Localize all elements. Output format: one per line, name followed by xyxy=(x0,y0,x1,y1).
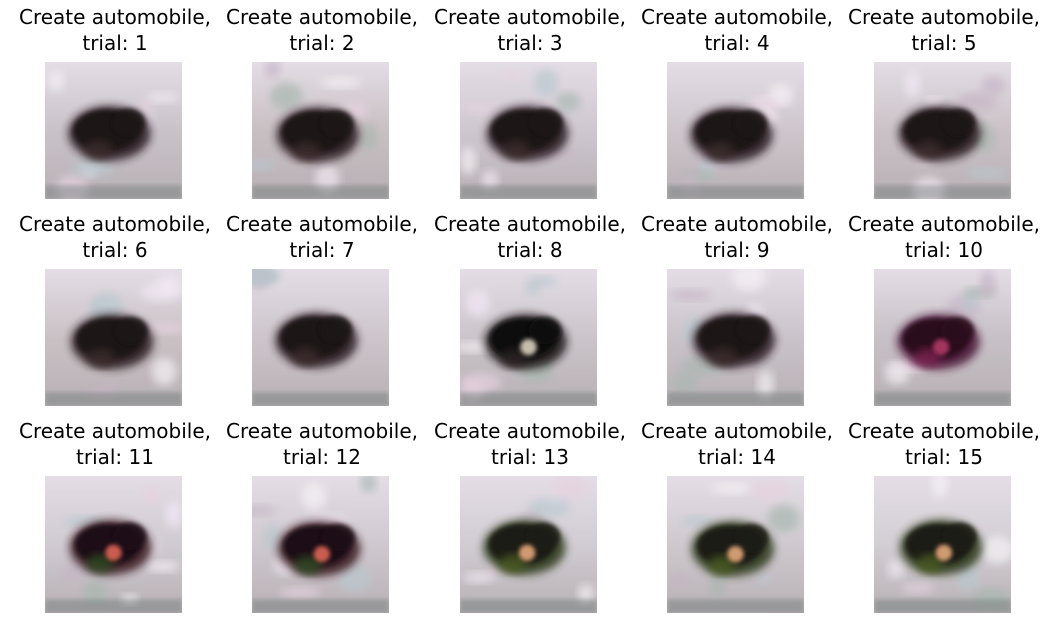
panel-title-line: Create automobile, xyxy=(433,5,626,29)
generated-image-canvas xyxy=(874,476,1011,613)
sample-panel: Create automobile, trial: 6 xyxy=(11,207,219,407)
panel-title: Create automobile, trial: 6 xyxy=(11,211,219,263)
generated-image-canvas xyxy=(45,269,182,406)
generated-image-canvas xyxy=(252,476,389,613)
panel-title-line: Create automobile, xyxy=(225,5,418,29)
panel-title-line: Create automobile, xyxy=(847,5,1040,29)
sample-panel: Create automobile, trial: 9 xyxy=(633,207,841,407)
generated-image xyxy=(667,476,804,613)
panel-title: Create automobile, trial: 2 xyxy=(218,4,426,56)
panel-title: Create automobile, trial: 13 xyxy=(426,418,634,470)
generated-image xyxy=(45,269,182,406)
generated-image xyxy=(874,269,1011,406)
generated-image xyxy=(252,269,389,406)
generated-image-canvas xyxy=(667,476,804,613)
generated-image-canvas xyxy=(874,269,1011,406)
sample-panel: Create automobile, trial: 4 xyxy=(633,0,841,200)
generated-image-canvas xyxy=(460,476,597,613)
sample-panel: Create automobile, trial: 15 xyxy=(840,414,1048,614)
generated-image-canvas xyxy=(667,269,804,406)
sample-panel: Create automobile, trial: 11 xyxy=(11,414,219,614)
generated-image-canvas xyxy=(45,476,182,613)
sample-panel: Create automobile, trial: 3 xyxy=(426,0,634,200)
sample-panel: Create automobile, trial: 8 xyxy=(426,207,634,407)
generated-image xyxy=(460,62,597,199)
panel-title: Create automobile, trial: 7 xyxy=(218,211,426,263)
panel-trial-label: trial: 5 xyxy=(911,31,977,55)
generated-image-canvas xyxy=(252,62,389,199)
panel-trial-label: trial: 6 xyxy=(82,238,148,262)
panel-title-line: Create automobile, xyxy=(640,419,833,443)
panel-title: Create automobile, trial: 12 xyxy=(218,418,426,470)
sample-panel: Create automobile, trial: 5 xyxy=(840,0,1048,200)
generated-image-canvas xyxy=(667,62,804,199)
panel-trial-label: trial: 3 xyxy=(497,31,563,55)
generated-image-canvas xyxy=(874,62,1011,199)
generated-image xyxy=(252,476,389,613)
generated-image xyxy=(45,62,182,199)
panel-trial-label: trial: 15 xyxy=(905,445,983,469)
sample-panel: Create automobile, trial: 12 xyxy=(218,414,426,614)
generated-image xyxy=(45,476,182,613)
panel-title-line: Create automobile, xyxy=(18,419,211,443)
panel-trial-label: trial: 11 xyxy=(76,445,154,469)
generated-image xyxy=(460,269,597,406)
panel-trial-label: trial: 14 xyxy=(698,445,776,469)
panel-title: Create automobile, trial: 1 xyxy=(11,4,219,56)
sample-panel: Create automobile, trial: 13 xyxy=(426,414,634,614)
generated-image xyxy=(874,62,1011,199)
generated-image xyxy=(460,476,597,613)
panel-title-line: Create automobile, xyxy=(225,212,418,236)
panel-trial-label: trial: 4 xyxy=(704,31,770,55)
panel-title-line: Create automobile, xyxy=(640,5,833,29)
panel-trial-label: trial: 2 xyxy=(289,31,355,55)
panel-trial-label: trial: 13 xyxy=(491,445,569,469)
panel-trial-label: trial: 10 xyxy=(905,238,983,262)
generated-image xyxy=(667,62,804,199)
panel-title-line: Create automobile, xyxy=(225,419,418,443)
generated-image-canvas xyxy=(45,62,182,199)
generated-image-canvas xyxy=(460,269,597,406)
panel-title: Create automobile, trial: 4 xyxy=(633,4,841,56)
panel-trial-label: trial: 1 xyxy=(82,31,148,55)
panel-title: Create automobile, trial: 3 xyxy=(426,4,634,56)
panel-title-line: Create automobile, xyxy=(433,212,626,236)
panel-trial-label: trial: 7 xyxy=(289,238,355,262)
sample-panel: Create automobile, trial: 10 xyxy=(840,207,1048,407)
sample-panel: Create automobile, trial: 7 xyxy=(218,207,426,407)
sample-panel: Create automobile, trial: 1 xyxy=(11,0,219,200)
generated-image xyxy=(874,476,1011,613)
panel-title: Create automobile, trial: 14 xyxy=(633,418,841,470)
panel-title-line: Create automobile, xyxy=(18,212,211,236)
panel-title-line: Create automobile, xyxy=(640,212,833,236)
generated-image xyxy=(252,62,389,199)
panel-title-line: Create automobile, xyxy=(433,419,626,443)
sample-panel: Create automobile, trial: 2 xyxy=(218,0,426,200)
generated-image xyxy=(667,269,804,406)
panel-title: Create automobile, trial: 5 xyxy=(840,4,1048,56)
panel-trial-label: trial: 12 xyxy=(283,445,361,469)
panel-title: Create automobile, trial: 11 xyxy=(11,418,219,470)
generated-image-canvas xyxy=(460,62,597,199)
panel-title-line: Create automobile, xyxy=(847,212,1040,236)
panel-title-line: Create automobile, xyxy=(18,5,211,29)
panel-title: Create automobile, trial: 15 xyxy=(840,418,1048,470)
panel-trial-label: trial: 8 xyxy=(497,238,563,262)
panel-title: Create automobile, trial: 10 xyxy=(840,211,1048,263)
generated-image-canvas xyxy=(252,269,389,406)
panel-title: Create automobile, trial: 9 xyxy=(633,211,841,263)
sample-panel: Create automobile, trial: 14 xyxy=(633,414,841,614)
panel-title: Create automobile, trial: 8 xyxy=(426,211,634,263)
panel-trial-label: trial: 9 xyxy=(704,238,770,262)
panel-title-line: Create automobile, xyxy=(847,419,1040,443)
